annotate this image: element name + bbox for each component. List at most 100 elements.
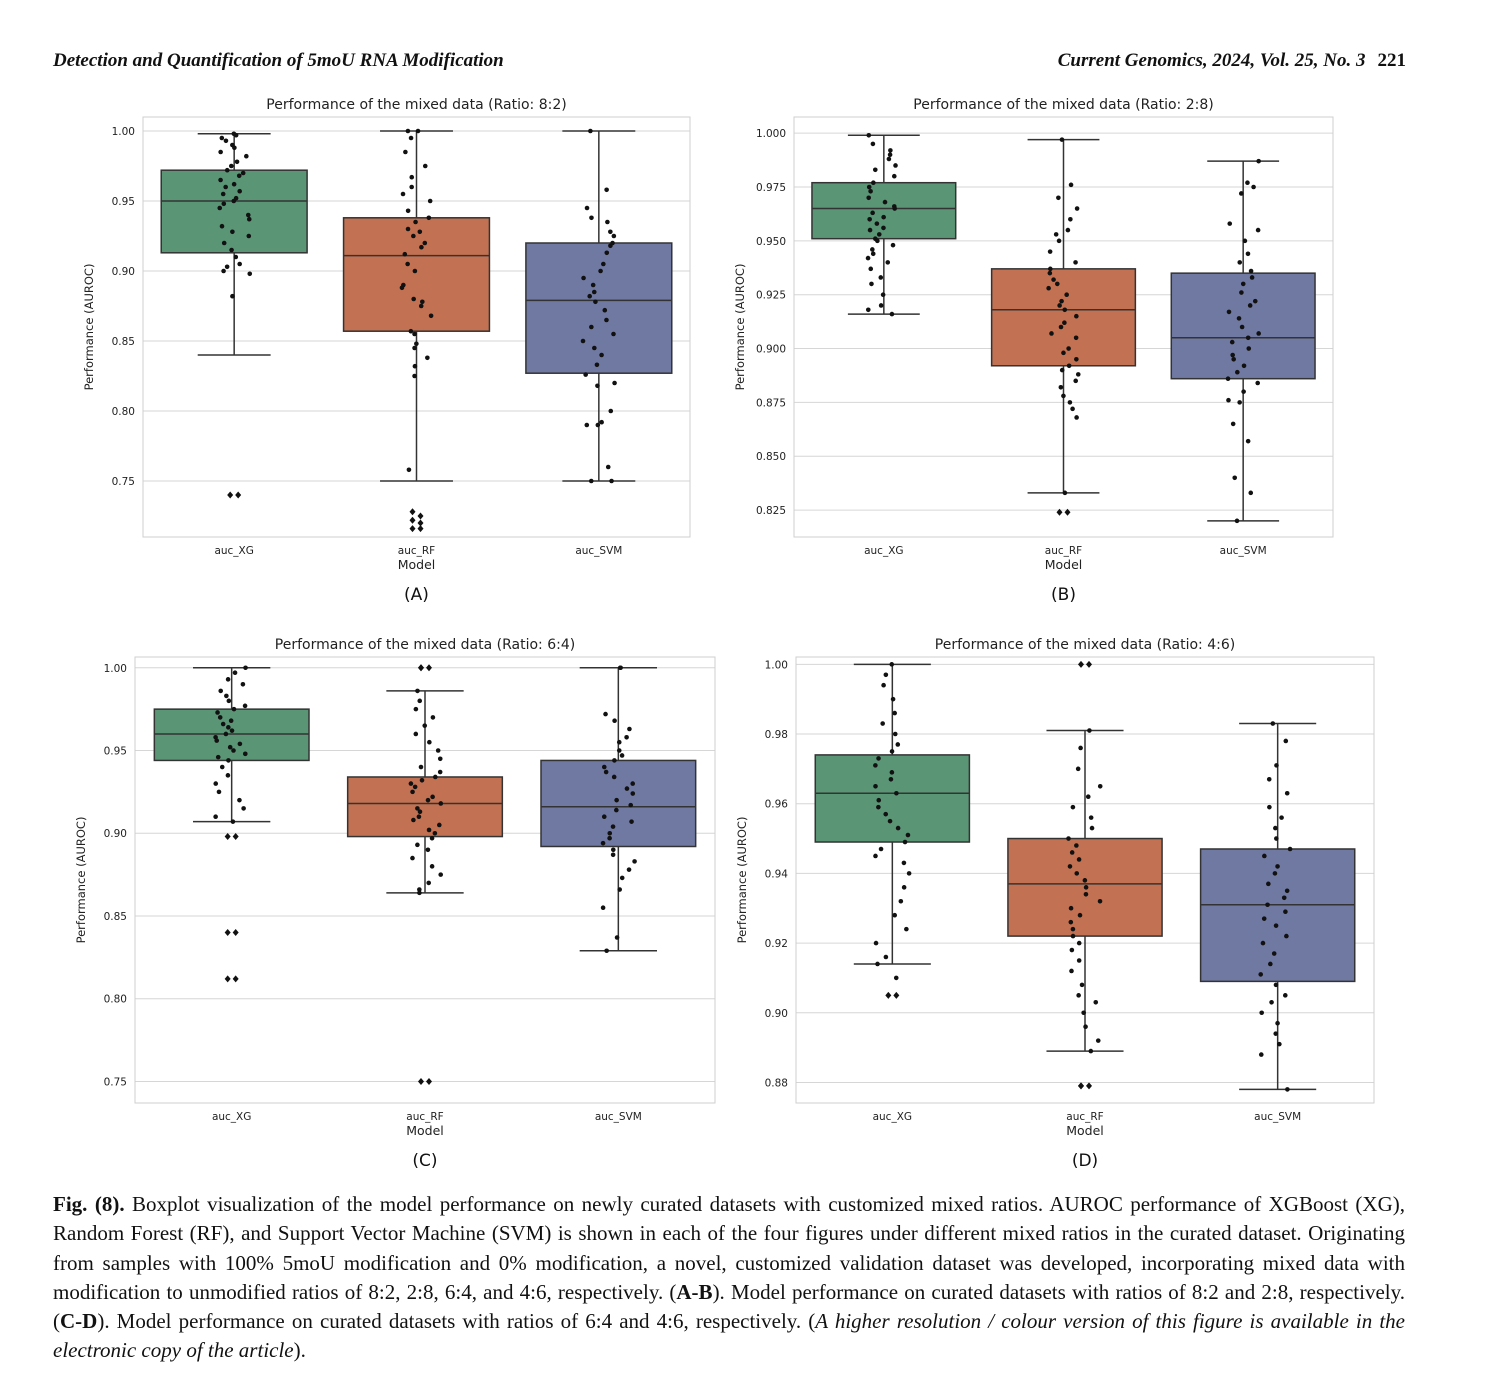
chart-title: Performance of the mixed data (Ratio: 8:… (266, 97, 566, 113)
data-point (589, 324, 594, 330)
y-tick-label: 1.00 (104, 663, 127, 675)
data-point (400, 191, 406, 197)
panel-label: (C) (412, 1151, 437, 1171)
data-point (418, 764, 424, 770)
data-point (241, 806, 246, 811)
data-point (1069, 968, 1074, 974)
data-point (225, 773, 231, 778)
y-tick-label: 0.80 (104, 994, 127, 1006)
data-point (882, 199, 888, 205)
data-point (1225, 376, 1231, 381)
data-point (1047, 270, 1053, 276)
data-point (1259, 1010, 1264, 1016)
data-point (889, 770, 895, 775)
data-point (870, 247, 875, 252)
data-point (417, 890, 422, 896)
data-point (417, 698, 423, 704)
outlier-marker (232, 975, 239, 983)
data-point (408, 328, 414, 334)
data-point (426, 880, 432, 886)
y-tick-label: 0.825 (756, 505, 786, 517)
data-point (583, 372, 588, 377)
journal-name: Current Genomics, 2024, (1057, 50, 1260, 71)
data-point (1234, 518, 1240, 524)
data-point (1058, 324, 1064, 330)
data-point (1047, 249, 1053, 254)
data-point (1079, 982, 1085, 988)
data-point (1283, 738, 1289, 744)
data-point (624, 734, 629, 740)
data-point (226, 758, 231, 763)
box-group-auc_RF (990, 137, 1137, 516)
data-point (1236, 316, 1242, 321)
data-point (875, 961, 880, 967)
data-point (588, 128, 593, 134)
data-point (870, 210, 875, 216)
data-point (627, 726, 632, 732)
data-point (219, 135, 225, 141)
outlier-marker (232, 929, 239, 937)
data-point (1242, 238, 1248, 244)
x-tick-label: auc_RF (398, 545, 435, 557)
data-point (1268, 961, 1273, 967)
data-point (630, 791, 636, 796)
data-point (1067, 864, 1073, 869)
data-point (1089, 825, 1095, 831)
data-point (611, 233, 617, 239)
data-point (889, 662, 895, 667)
data-point (1287, 846, 1293, 852)
y-axis-label: Performance (AUROC) (82, 264, 96, 391)
data-point (1075, 372, 1081, 377)
chart-panel-c: Performance of the mixed data (Ratio: 6:… (20, 632, 720, 1172)
data-point (1057, 303, 1062, 308)
data-point (399, 285, 405, 291)
y-tick-label: 0.95 (104, 746, 127, 758)
data-point (1095, 1038, 1101, 1043)
data-point (426, 215, 432, 221)
outlier-marker (227, 491, 234, 499)
data-point (878, 303, 884, 308)
figure-caption: Fig. (8). Boxplot visualization of the m… (53, 1190, 1405, 1366)
data-point (595, 422, 601, 428)
data-point (1059, 298, 1064, 304)
data-point (591, 289, 597, 295)
chart-panel-b: Performance of the mixed data (Ratio: 2:… (720, 90, 1410, 605)
x-tick-label: auc_SVM (575, 545, 622, 557)
data-point (220, 191, 226, 197)
outlier-marker (224, 975, 231, 983)
x-tick-label: auc_XG (212, 1111, 251, 1123)
data-point (405, 261, 410, 267)
data-point (865, 255, 871, 261)
plot-area-frame (134, 656, 716, 1104)
data-point (432, 830, 438, 836)
data-point (1069, 947, 1075, 953)
data-point (229, 163, 234, 169)
y-tick-label: 0.95 (112, 196, 135, 208)
data-point (867, 227, 873, 233)
y-tick-label: 0.85 (104, 911, 127, 923)
data-point (1067, 400, 1073, 405)
data-point (1097, 898, 1103, 904)
data-point (1082, 878, 1088, 883)
data-point (412, 331, 417, 337)
y-axis-label: Performance (AUROC) (735, 817, 749, 944)
data-point (218, 177, 223, 183)
data-point (425, 355, 430, 361)
data-point (604, 187, 609, 193)
data-point (240, 170, 246, 176)
data-point (892, 710, 897, 716)
data-point (604, 317, 609, 323)
data-point (1265, 902, 1270, 908)
data-point (892, 912, 898, 918)
data-point (217, 715, 223, 720)
box-group-auc_XG (811, 133, 957, 317)
data-point (430, 715, 436, 720)
boxplot-svg: Performance of the mixed data (Ratio: 4:… (735, 637, 1375, 1171)
box-iqr (540, 759, 697, 848)
data-point (1239, 324, 1245, 330)
data-point (1062, 320, 1067, 325)
data-point (868, 189, 873, 194)
y-axis-label: Performance (AUROC) (733, 264, 747, 391)
x-axis-label: Model (398, 557, 436, 572)
data-point (403, 149, 408, 155)
